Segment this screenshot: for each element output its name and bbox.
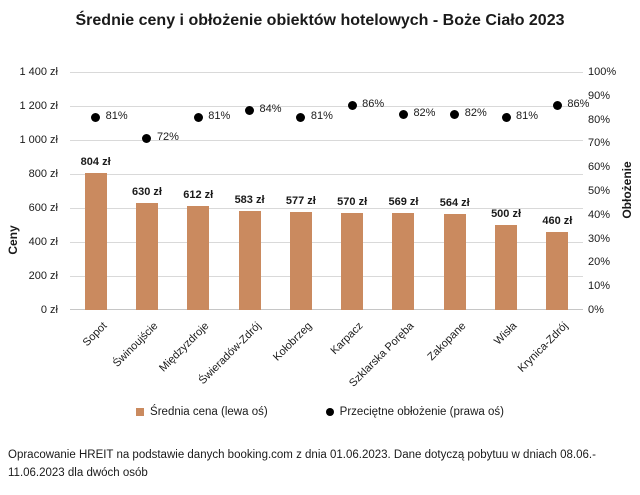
bar-value-label: 577 zł [285, 194, 316, 207]
price-bar [443, 214, 466, 310]
legend-item-label: Średnia cena (lewa oś) [150, 406, 268, 418]
right-axis-ticks: 100% 90% 80% 70% 60% 50% 40% 30% 20% 10% 0% [588, 66, 640, 316]
bar-value-label: 804 zł [80, 156, 111, 169]
price-bar [238, 210, 261, 310]
occupancy-dot [142, 134, 152, 144]
gridline [70, 242, 583, 243]
price-bar [495, 225, 518, 310]
y-tick-right: 20% [588, 256, 611, 269]
bar-value-label: 570 zł [337, 196, 368, 209]
legend-item-label: Przeciętne obłożenie (prawa oś) [339, 406, 504, 418]
bar-value-label: 630 zł [131, 185, 162, 198]
occupancy-value-label: 86% [567, 97, 590, 110]
occupancy-value-label: 72% [156, 131, 179, 144]
occupancy-value-label: 84% [259, 102, 282, 115]
occupancy-value-label: 82% [464, 107, 487, 120]
occupancy-dot [450, 110, 460, 120]
gridline [70, 72, 583, 73]
gridline [70, 106, 583, 107]
price-bar [289, 211, 312, 310]
bar-value-label: 564 zł [439, 197, 470, 210]
occupancy-dot [91, 112, 101, 122]
bar-value-label: 583 zł [234, 193, 265, 206]
legend-item-price: Średnia cena (lewa oś) [136, 406, 268, 418]
gridline [70, 309, 583, 310]
occupancy-dot [296, 112, 306, 122]
price-bar [187, 205, 210, 310]
occupancy-dot [347, 100, 357, 110]
occupancy-dot [501, 112, 511, 122]
gridline [70, 174, 583, 175]
plot-area: 804 zł 81% 630 zł 72% 612 zł 81% 583 zł 84% 577 … [70, 72, 589, 310]
left-axis-ticks: 1 400 zł 1 200 zł 1 000 zł 800 zł 600 zł 400 … [0, 66, 58, 316]
chart-legend: Średnia cena (lewa oś) Przeciętne obłoże… [0, 402, 640, 422]
occupancy-value-label: 81% [208, 109, 231, 122]
legend-item-occupancy: Przeciętne obłożenie (prawa oś) [325, 406, 504, 418]
left-axis-title: Ceny [6, 225, 20, 255]
x-axis-labels: Sopot Świnoujście Międzyzdroje Świeradów-Zd… [70, 316, 583, 406]
bar-value-label: 612 zł [183, 188, 214, 201]
y-tick-right: 100% [588, 66, 617, 78]
gridline [70, 276, 583, 277]
occupancy-value-label: 81% [105, 109, 128, 122]
occupancy-dot [552, 100, 562, 110]
y-tick-left: 1 000 zł [19, 134, 58, 146]
y-tick-right: 40% [588, 208, 611, 221]
occupancy-value-label: 81% [310, 109, 333, 122]
occupancy-dot [193, 112, 203, 122]
bar-value-label: 500 zł [491, 208, 522, 220]
y-tick-left: 200 zł [28, 270, 58, 282]
gridline [70, 208, 583, 209]
y-tick-left: 600 zł [28, 202, 58, 214]
y-tick-right: 0% [588, 304, 604, 316]
chart-title: Średnie ceny i obłożenie obiektów hotelo… [75, 12, 565, 29]
source-note: Opracowanie HREIT na podstawie danych bo… [8, 447, 634, 482]
price-bar [341, 213, 364, 310]
y-tick-left: 400 zł [28, 236, 58, 248]
price-bar [135, 202, 158, 310]
right-axis-title: Obłożenie [620, 161, 634, 219]
source-note-line: 11.06.2023 dla dwóch osób [8, 466, 148, 479]
occupancy-value-label: 86% [362, 97, 385, 110]
y-tick-left: 0 zł [40, 304, 58, 316]
occupancy-value-label: 81% [516, 109, 539, 122]
y-tick-left: 1 200 zł [19, 100, 58, 112]
y-tick-right: 30% [588, 232, 611, 245]
y-tick-right: 50% [588, 185, 611, 197]
dot-series-marker-icon [325, 408, 334, 416]
y-tick-right: 80% [588, 113, 611, 126]
bar-value-label: 569 zł [388, 196, 419, 209]
price-bar [84, 173, 107, 310]
bar-series-marker-icon [136, 408, 145, 416]
y-tick-left: 800 zł [28, 168, 58, 180]
source-note-line: Opracowanie HREIT na podstawie danych bo… [8, 449, 596, 461]
price-bar [392, 213, 415, 310]
y-tick-right: 10% [588, 280, 611, 293]
y-tick-left: 1 400 zł [19, 66, 58, 78]
bar-value-label: 460 zł [542, 214, 573, 227]
occupancy-value-label: 82% [413, 107, 436, 120]
y-tick-right: 60% [588, 161, 611, 174]
occupancy-dot [245, 105, 255, 115]
y-tick-right: 70% [588, 137, 611, 150]
price-bar [546, 231, 569, 310]
occupancy-dot [398, 110, 408, 120]
gridline [70, 140, 583, 141]
y-tick-right: 90% [588, 89, 611, 102]
